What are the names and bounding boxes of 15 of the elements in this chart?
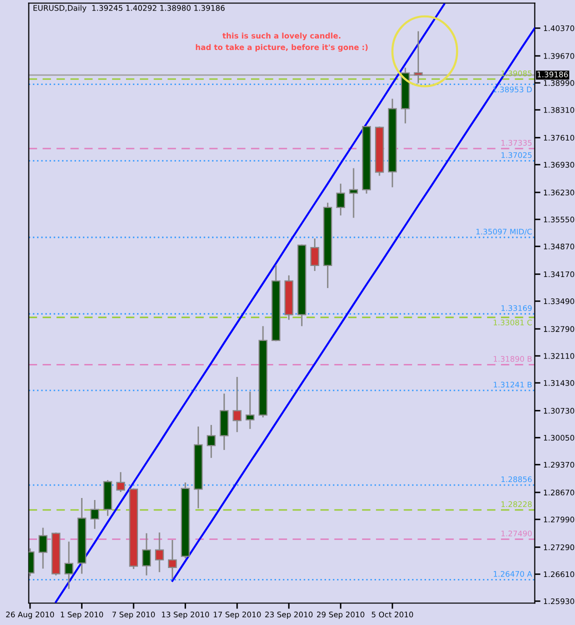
candlestick: [64, 540, 74, 590]
candlestick: [116, 471, 126, 493]
candlestick: [142, 532, 151, 576]
candlestick: [246, 390, 254, 430]
candlestick: [310, 238, 320, 272]
candlestick: [206, 424, 216, 459]
candlestick: [349, 168, 358, 219]
candlestick: [414, 30, 423, 84]
candlestick: [90, 499, 100, 530]
candlestick: [336, 182, 346, 216]
line-series: [171, 27, 535, 582]
candlestick: [168, 539, 177, 580]
candlestick: [38, 527, 48, 570]
candlestick: [155, 532, 164, 573]
candlestick: [232, 376, 242, 433]
